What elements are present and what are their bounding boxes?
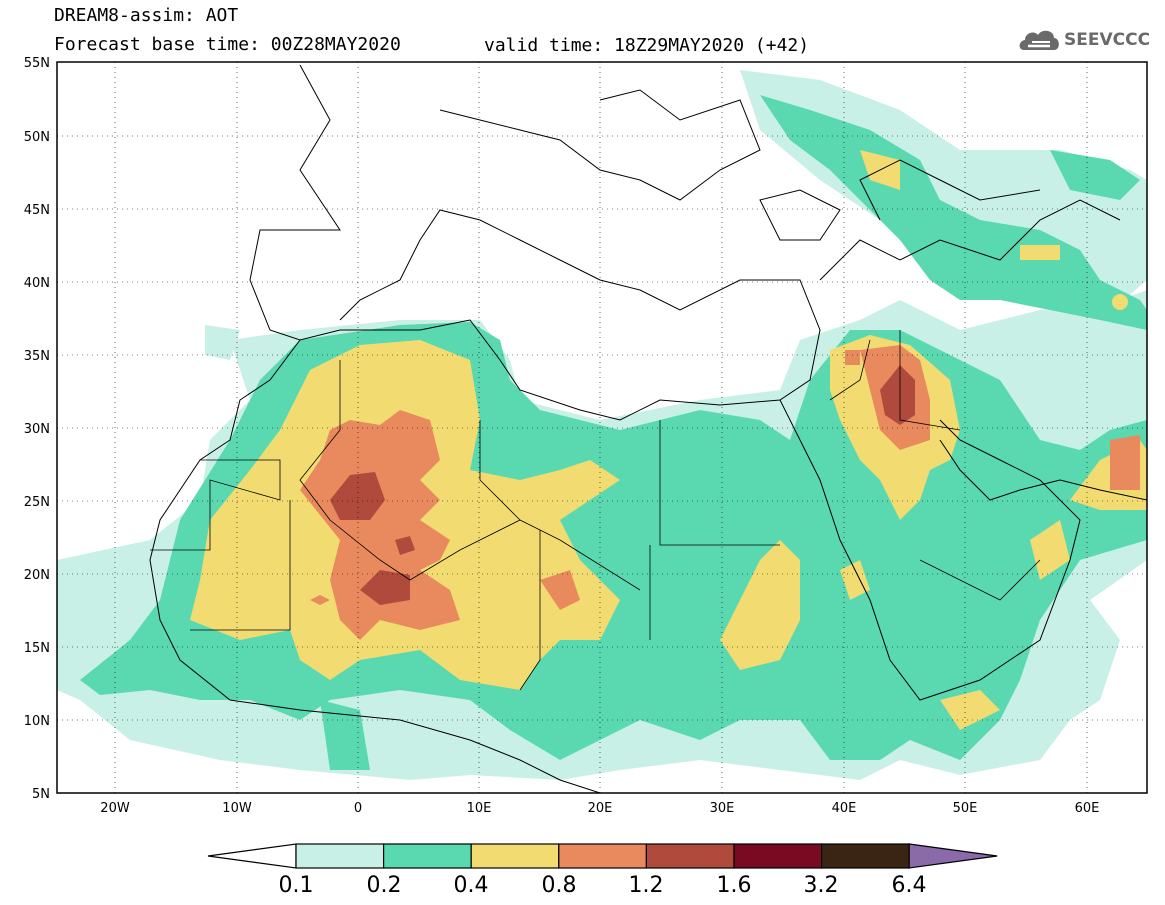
logo-text: SEEVCCC xyxy=(1064,30,1151,50)
colorbar-swatch xyxy=(820,843,910,869)
colorbar-label: 1.2 xyxy=(629,873,664,898)
coastlines xyxy=(149,64,1147,793)
valid-time: valid time: 18Z29MAY2020 (+42) xyxy=(484,35,810,56)
colorbar-swatch xyxy=(470,843,560,869)
lat-label: 20N xyxy=(24,568,50,583)
lon-label: 20W xyxy=(100,801,130,816)
colorbar-label: 6.4 xyxy=(892,873,927,898)
lat-label: 15N xyxy=(24,641,50,656)
colorbar-label: 3.2 xyxy=(804,873,839,898)
country-borders xyxy=(150,330,1041,691)
lon-label: 50E xyxy=(953,801,978,816)
colorbar-under-triangle xyxy=(207,843,297,869)
lon-label: 10E xyxy=(467,801,492,816)
lat-label: 35N xyxy=(24,349,50,364)
lon-label: 0 xyxy=(354,801,362,816)
lat-label: 30N xyxy=(24,422,50,437)
lat-label: 10N xyxy=(24,714,50,729)
lat-label: 50N xyxy=(24,130,50,145)
lat-label: 5N xyxy=(32,787,50,802)
seevccc-logo: SEEVCCC xyxy=(1016,24,1156,58)
colorbar-label: 0.2 xyxy=(367,873,402,898)
lat-label: 45N xyxy=(24,203,50,218)
colorbar-swatch xyxy=(295,843,385,869)
lon-label: 30E xyxy=(710,801,735,816)
cloud-icon xyxy=(1019,30,1059,50)
colorbar-labels: 0.1 0.2 0.4 0.8 1.2 1.6 3.2 6.4 xyxy=(279,873,927,898)
lat-label: 25N xyxy=(24,495,50,510)
colorbar-swatch xyxy=(383,843,472,869)
map-title: DREAM8-assim: AOT xyxy=(54,5,239,26)
lon-label: 10W xyxy=(222,801,252,816)
colorbar-swatch xyxy=(558,843,647,869)
latitude-labels: 55N 50N 45N 40N 35N 30N 25N 20N 15N 10N … xyxy=(24,56,50,802)
colorbar-label: 0.1 xyxy=(279,873,314,898)
colorbar-swatches xyxy=(207,843,998,869)
graticule xyxy=(57,62,1147,793)
forecast-base-time: Forecast base time: 00Z28MAY2020 xyxy=(54,34,401,55)
colorbar-label: 1.6 xyxy=(717,873,752,898)
longitude-labels: 20W 10W 0 10E 20E 30E 40E 50E 60E xyxy=(100,801,1099,816)
lon-label: 20E xyxy=(588,801,613,816)
colorbar-label: 0.4 xyxy=(454,873,489,898)
lat-label: 40N xyxy=(24,276,50,291)
colorbar-over-triangle xyxy=(908,843,998,869)
colorbar-swatch xyxy=(733,843,823,869)
lat-label: 55N xyxy=(24,56,50,71)
colorbar-swatch xyxy=(645,843,735,869)
lon-label: 60E xyxy=(1075,801,1100,816)
aot-contour-fields xyxy=(57,70,1147,780)
map-frame xyxy=(56,61,1148,794)
lon-label: 40E xyxy=(832,801,857,816)
colorbar-label: 0.8 xyxy=(542,873,577,898)
